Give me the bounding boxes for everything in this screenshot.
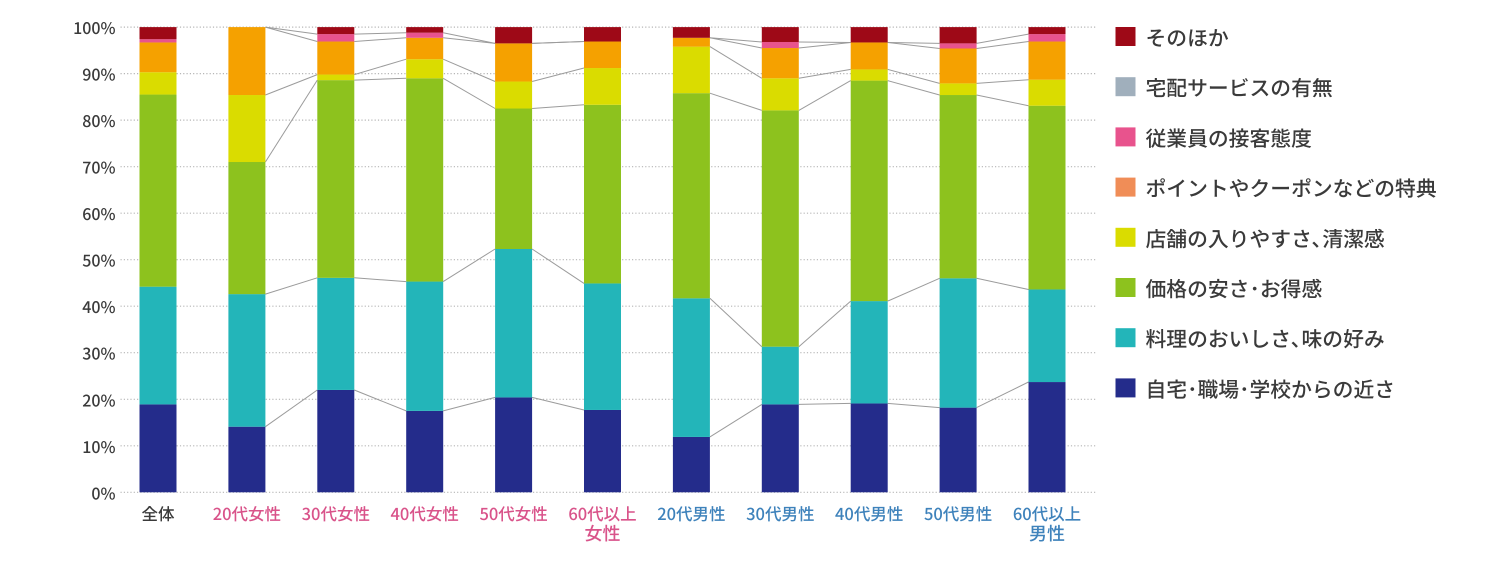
svg-text:全体: 全体 [142, 501, 176, 525]
svg-text:0%: 0% [91, 480, 115, 504]
svg-text:30代男性: 30代男性 [746, 501, 814, 525]
svg-text:20代女性: 20代女性 [213, 501, 281, 525]
svg-text:10%: 10% [82, 434, 115, 458]
svg-text:80%: 80% [82, 108, 115, 132]
svg-text:50代男性: 50代男性 [924, 501, 992, 525]
svg-text:20代男性: 20代男性 [657, 501, 725, 525]
svg-text:店舗の入りやすさ､清潔感: 店舗の入りやすさ､清潔感 [1146, 222, 1385, 252]
svg-text:100%: 100% [73, 15, 115, 39]
svg-text:40代男性: 40代男性 [835, 501, 903, 525]
svg-text:40%: 40% [82, 294, 115, 318]
svg-text:従業員の接客態度: 従業員の接客態度 [1146, 122, 1313, 152]
svg-text:女性: 女性 [585, 520, 621, 546]
svg-text:60代以上: 60代以上 [568, 501, 636, 525]
svg-text:60%: 60% [82, 201, 115, 225]
svg-text:30代女性: 30代女性 [302, 501, 370, 525]
svg-text:90%: 90% [82, 62, 115, 86]
svg-text:30%: 30% [82, 341, 115, 365]
svg-text:40代女性: 40代女性 [391, 501, 459, 525]
svg-text:自宅･職場･学校からの近さ: 自宅･職場･学校からの近さ [1146, 373, 1396, 403]
svg-text:60代以上: 60代以上 [1013, 501, 1081, 525]
svg-text:ポイントやクーポンなどの特典: ポイントやクーポンなどの特典 [1146, 172, 1437, 202]
svg-text:20%: 20% [82, 387, 115, 411]
svg-text:50代女性: 50代女性 [479, 501, 547, 525]
svg-text:宅配サービスの有無: 宅配サービスの有無 [1146, 72, 1333, 102]
svg-text:70%: 70% [82, 155, 115, 179]
svg-text:価格の安さ･お得感: 価格の安さ･お得感 [1146, 273, 1323, 303]
svg-text:男性: 男性 [1029, 520, 1065, 546]
svg-text:50%: 50% [82, 248, 115, 272]
svg-text:料理のおいしさ､味の好み: 料理のおいしさ､味の好み [1146, 323, 1385, 353]
svg-text:そのほか: そのほか [1146, 22, 1229, 52]
